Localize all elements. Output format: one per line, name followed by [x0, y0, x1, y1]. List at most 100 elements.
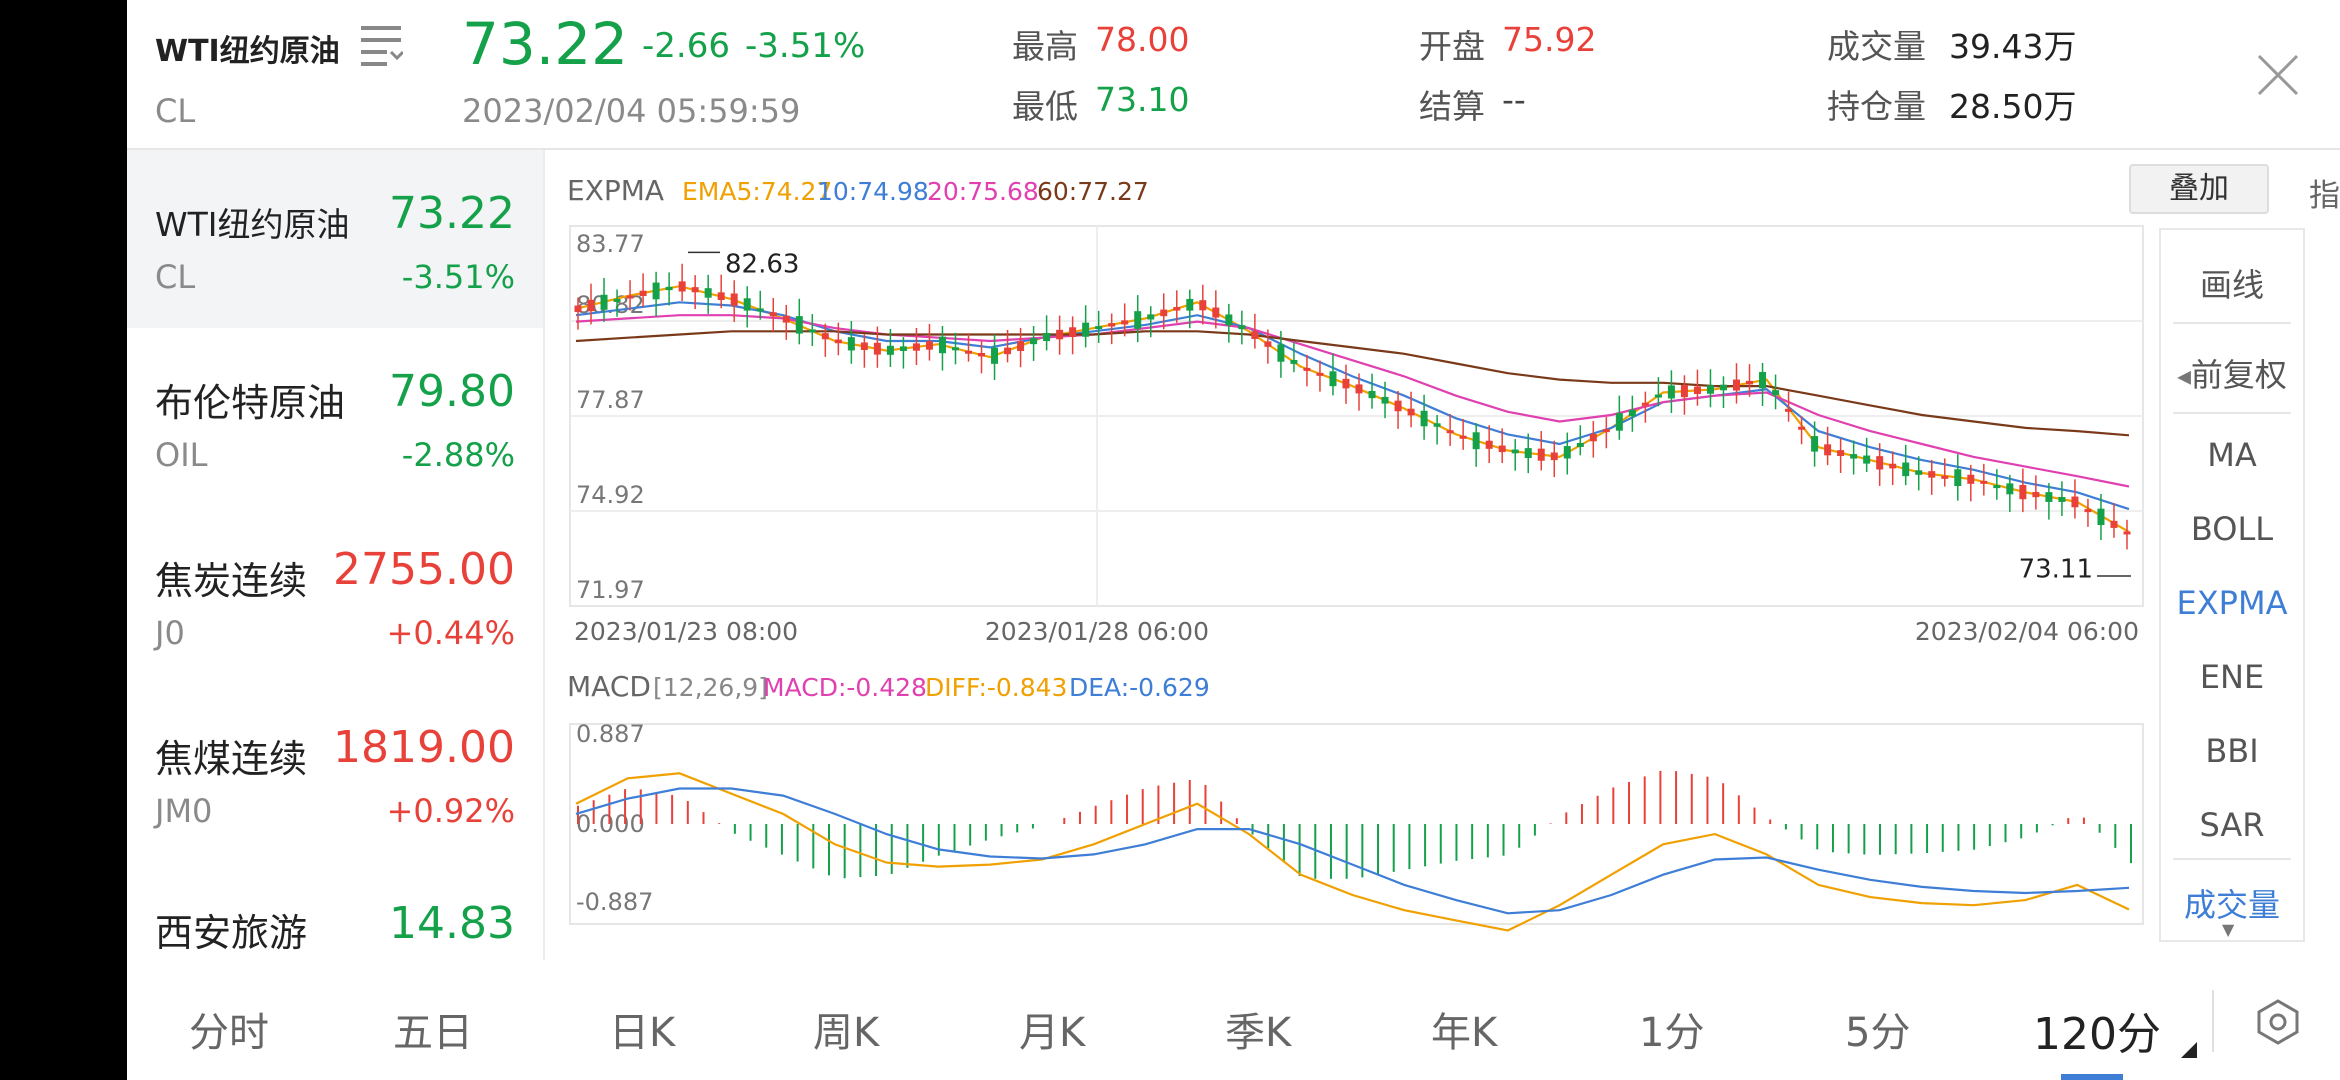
ema60-legend: 60:77.27	[1037, 177, 1149, 206]
adjust-button[interactable]: ◀前复权	[2161, 350, 2303, 396]
watchlist-item[interactable]: WTI纽约原油 CL 73.22 -3.51%	[127, 150, 543, 328]
indicator-volume[interactable]: 成交量	[2183, 886, 2280, 924]
candle-body	[665, 286, 673, 291]
overlay-button-label: 叠加	[2169, 171, 2229, 206]
candle-body	[1329, 371, 1337, 387]
y-tick-label: 71.97	[576, 576, 645, 604]
panel-divider	[2173, 412, 2291, 414]
candle-body	[1954, 469, 1962, 487]
candle-body	[730, 293, 738, 306]
watchlist-item[interactable]: 焦炭连续 J0 2755.00 +0.44%	[127, 506, 543, 684]
watchlist-item-name: 布伦特原油	[155, 381, 346, 425]
candle-body	[2123, 531, 2131, 535]
candle-body	[1121, 320, 1129, 325]
candle-body	[1446, 430, 1454, 434]
watchlist-item-change: +0.44%	[386, 614, 515, 652]
candle-body	[756, 308, 764, 312]
macd-y-tick-label: 0.887	[576, 720, 645, 748]
indicator-ma[interactable]: MA	[2207, 436, 2257, 474]
indicator-panel: 画线 ◀前复权 MA BOLL EXPMA ENE BBI SAR 成交量 ▼	[2159, 228, 2305, 942]
volume-value: 39.43万	[1949, 27, 2077, 66]
candle-body	[1069, 327, 1077, 338]
indicator-button-label: 指标	[2309, 178, 2340, 214]
indicator-sar[interactable]: SAR	[2199, 806, 2265, 844]
menu-icon[interactable]	[359, 22, 405, 66]
candle-body	[1915, 470, 1923, 475]
candle-body	[821, 333, 829, 340]
app-window: WTI纽约原油 CL 73.22 -2.66 -3.51% 2023/02/04…	[127, 0, 2340, 1080]
candle-body	[1693, 386, 1701, 394]
tab-month-k[interactable]: 月K	[1019, 1010, 1086, 1056]
tab-intraday[interactable]: 分时	[189, 1010, 269, 1056]
candle-body	[1550, 452, 1558, 461]
tab-120min[interactable]: 120分	[2033, 1009, 2161, 1060]
draw-lines-button[interactable]: 画线	[2199, 266, 2264, 304]
candle-body	[1602, 429, 1610, 433]
watchlist-item[interactable]: 焦煤连续 JM0 1819.00 +0.92%	[127, 684, 543, 862]
candle-body	[1759, 372, 1767, 389]
candle-body	[743, 298, 751, 311]
candle-body	[1134, 311, 1142, 329]
caret-down-icon: ▼	[2222, 920, 2235, 939]
watchlist-item-change: -2.88%	[401, 436, 515, 474]
candle-body	[1589, 434, 1597, 442]
tab-day-k[interactable]: 日K	[609, 1010, 676, 1056]
candle-body	[1824, 444, 1832, 456]
candle-body	[1368, 391, 1376, 399]
y-tick-label: 83.77	[576, 230, 645, 258]
quote-header: WTI纽约原油 CL 73.22 -2.66 -3.51% 2023/02/04…	[127, 0, 2340, 150]
candle-body	[1732, 379, 1740, 391]
tab-1min[interactable]: 1分	[1639, 1010, 1705, 1056]
candle-body	[1889, 463, 1897, 469]
tab-5min[interactable]: 5分	[1845, 1010, 1911, 1056]
low-marker-label: 73.11	[2019, 554, 2093, 584]
tab-five-day[interactable]: 五日	[393, 1010, 473, 1056]
macd-y-tick-label: -0.887	[576, 888, 653, 916]
tab-week-k[interactable]: 周K	[813, 1010, 880, 1056]
candle-body	[691, 287, 699, 293]
candle-body	[1902, 462, 1910, 477]
watchlist-item-code: OIL	[155, 436, 208, 474]
adjust-label: 前复权	[2190, 356, 2287, 394]
macd-plot-frame	[569, 723, 2144, 925]
price-change: -2.66	[642, 26, 730, 66]
candle-body	[1876, 456, 1884, 470]
candle-body	[1941, 475, 1949, 479]
candle-body	[1381, 396, 1389, 404]
tab-year-k[interactable]: 年K	[1431, 1010, 1498, 1056]
indicator-button[interactable]: 指标	[2309, 170, 2340, 218]
candle-body	[899, 346, 907, 351]
close-icon[interactable]	[2255, 52, 2301, 98]
watchlist-item-price: 14.83	[389, 898, 515, 949]
candle-body	[1160, 309, 1168, 317]
overlay-button[interactable]: 叠加	[2129, 164, 2269, 214]
candle-body	[2032, 492, 2040, 498]
candle-body	[1433, 423, 1441, 427]
candle-body	[2084, 509, 2092, 513]
candle-body	[1277, 344, 1285, 362]
watchlist-item-price: 73.22	[389, 188, 515, 239]
candle-body	[1928, 471, 1936, 478]
candle-body	[1355, 384, 1363, 394]
indicator-bbi[interactable]: BBI	[2205, 732, 2259, 770]
high-marker-label: 82.63	[725, 250, 799, 280]
settings-hexagon-icon[interactable]	[2255, 998, 2301, 1050]
indicator-ene[interactable]: ENE	[2199, 658, 2265, 696]
candle-body	[782, 315, 790, 323]
candle-body	[1785, 408, 1793, 412]
candle-body	[613, 298, 621, 302]
candle-body	[1043, 332, 1051, 342]
candle-body	[1719, 384, 1727, 391]
watchlist-item-price: 2755.00	[333, 544, 515, 595]
indicator-boll[interactable]: BOLL	[2190, 510, 2274, 548]
indicator-expma[interactable]: EXPMA	[2176, 584, 2288, 622]
low-label: 最低	[1012, 87, 1078, 126]
candle-body	[834, 339, 842, 344]
instrument-code: CL	[155, 92, 196, 130]
instrument-name: WTI纽约原油	[155, 34, 340, 69]
watchlist-item[interactable]: 西安旅游 14.83	[127, 862, 543, 960]
tab-quarter-k[interactable]: 季K	[1225, 1010, 1292, 1056]
candle-body	[1641, 402, 1649, 406]
watchlist-item[interactable]: 布伦特原油 OIL 79.80 -2.88%	[127, 328, 543, 506]
